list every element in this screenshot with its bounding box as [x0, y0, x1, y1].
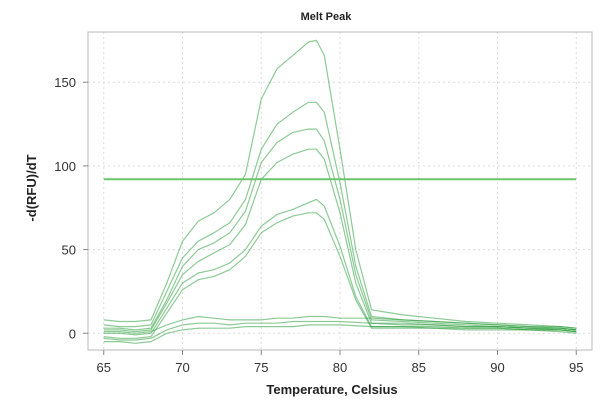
x-tick-label: 65: [97, 360, 111, 375]
y-tick-label: 150: [54, 75, 76, 90]
x-axis-label: Temperature, Celsius: [266, 382, 397, 397]
y-tick-label: 100: [54, 159, 76, 174]
series-line-3: [103, 128, 577, 331]
y-tick-label: 0: [69, 326, 76, 341]
x-tick-label: 70: [175, 360, 189, 375]
x-axis-ticks: 65 70 75 80 85 90 95: [97, 350, 583, 375]
x-tick-label: 95: [569, 360, 583, 375]
y-axis-ticks: 0 50 100 150: [54, 75, 88, 341]
series-line-6: [103, 212, 577, 339]
x-tick-label: 90: [490, 360, 504, 375]
y-axis-label: -d(RFU)/dT: [24, 154, 39, 221]
series-lines: [103, 39, 577, 344]
grid: [88, 32, 592, 350]
series-line-7: [103, 315, 577, 334]
series-line-8: [103, 320, 577, 341]
series-line-1: [103, 39, 577, 329]
chart-title: Melt Peak: [301, 11, 353, 23]
x-tick-label: 80: [333, 360, 347, 375]
x-tick-label: 85: [412, 360, 426, 375]
series-line-4: [103, 148, 577, 333]
x-tick-label: 75: [254, 360, 268, 375]
y-tick-label: 50: [62, 243, 76, 258]
series-line-9: [103, 324, 577, 344]
